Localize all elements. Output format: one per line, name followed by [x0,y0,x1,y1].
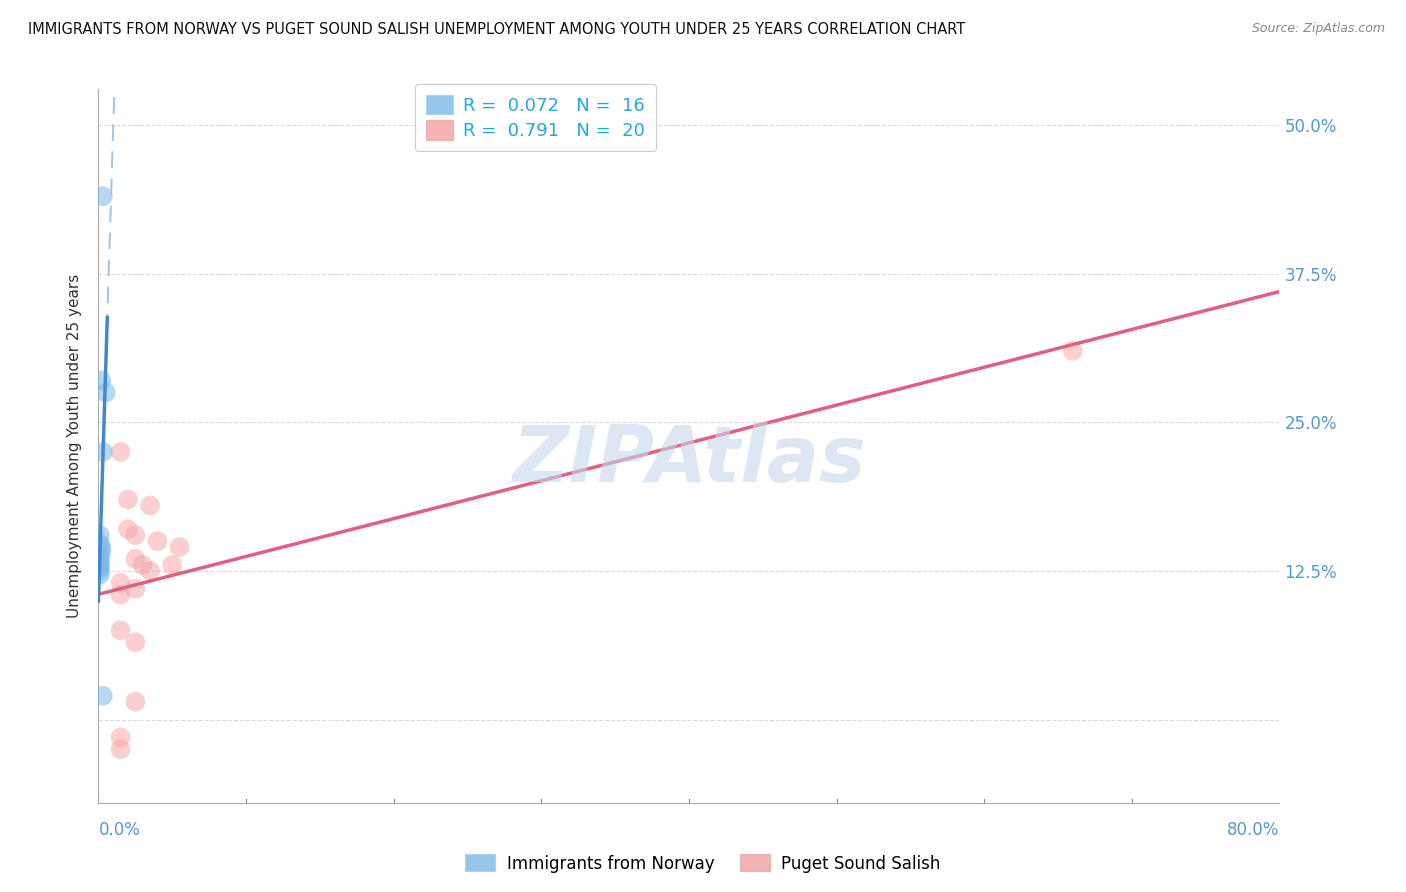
Point [169,540,191,554]
Legend: Immigrants from Norway, Puget Sound Salish: Immigrants from Norway, Puget Sound Sali… [458,847,948,880]
Point [89,552,111,566]
Point [110,445,132,459]
Point [1062,343,1084,358]
Point [124,582,146,596]
Point [162,558,183,572]
Point [139,499,162,513]
Point [89,560,111,574]
Point [132,558,155,572]
Point [90,543,112,558]
Point [91,189,114,203]
Text: IMMIGRANTS FROM NORWAY VS PUGET SOUND SALISH UNEMPLOYMENT AMONG YOUTH UNDER 25 Y: IMMIGRANTS FROM NORWAY VS PUGET SOUND SA… [28,22,966,37]
Point [124,528,146,542]
Point [89,536,111,550]
Point [91,445,114,459]
Y-axis label: Unemployment Among Youth under 25 years: Unemployment Among Youth under 25 years [67,274,83,618]
Point [124,695,146,709]
Point [110,742,132,756]
Point [94,385,117,400]
Legend: R =  0.072   N =  16, R =  0.791   N =  20: R = 0.072 N = 16, R = 0.791 N = 20 [415,84,657,151]
Point [89,567,111,582]
Point [91,689,114,703]
Text: 0.0%: 0.0% [98,821,141,838]
Text: ZIPAtlas: ZIPAtlas [512,422,866,499]
Point [117,492,139,507]
Point [110,575,132,590]
Point [89,528,111,542]
Point [110,624,132,638]
Point [124,635,146,649]
Point [110,731,132,745]
Point [90,374,112,388]
Point [89,549,111,563]
Point [139,564,162,578]
Text: Source: ZipAtlas.com: Source: ZipAtlas.com [1251,22,1385,36]
Point [110,588,132,602]
Point [124,552,146,566]
Point [90,540,112,554]
Text: 80.0%: 80.0% [1227,821,1279,838]
Point [89,558,111,572]
Point [146,534,169,549]
Point [117,522,139,536]
Point [89,564,111,578]
Point [89,556,111,570]
